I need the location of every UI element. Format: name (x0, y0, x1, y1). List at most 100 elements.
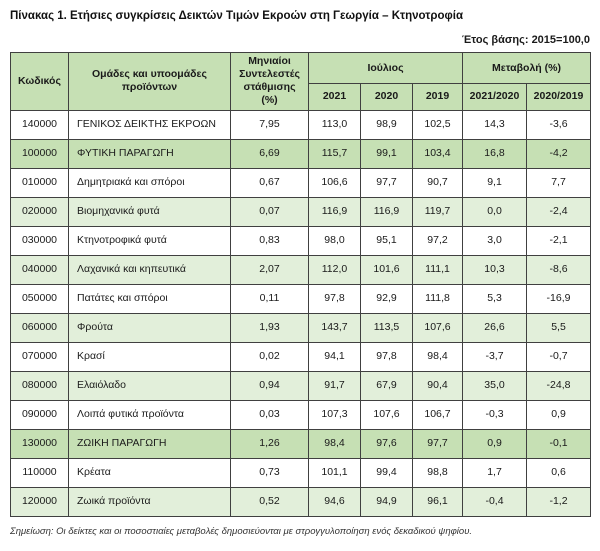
cell-group-name: Ζωικά προϊόντα (68, 486, 231, 517)
cell-index-2021: 98,4 (308, 428, 361, 459)
cell-code: 090000 (10, 399, 69, 430)
table-header: Κωδικός Ομάδες και υποομάδες προϊόντων Μ… (10, 51, 591, 111)
cell-index-2020: 98,9 (360, 109, 413, 140)
cell-index-2020: 107,6 (360, 399, 413, 430)
table-row: 110000 Κρέατα 0,73 101,1 99,4 98,8 1,7 0,6 (10, 457, 591, 488)
table-row: 130000 ΖΩΙΚΗ ΠΑΡΑΓΩΓΗ 1,26 98,4 97,6 97,7 0,9-… (10, 428, 591, 459)
cell-code: 050000 (10, 283, 69, 314)
cell-index-2019: 98,8 (412, 457, 463, 488)
cell-change-2020-2019: 5,5 (526, 312, 591, 343)
cell-index-2020: 97,7 (360, 167, 413, 198)
base-year-label: Έτος βάσης: 2015=100,0 (461, 34, 590, 46)
header-change-2020-2019: 2020/2019 (526, 83, 591, 111)
footnote: Σημείωση: Οι δείκτες και οι ποσοστιαίες … (10, 525, 473, 537)
cell-weight: 6,69 (230, 138, 309, 169)
header-year-2021: 2021 (308, 83, 361, 111)
cell-index-2021: 97,8 (308, 283, 361, 314)
cell-change-2021-2020: 0,9 (462, 428, 527, 459)
header-change-2021-2020: 2021/2020 (462, 83, 527, 111)
table-row: 090000 Λοιπά φυτικά προϊόντα 0,03 107,3 107,… (10, 399, 591, 430)
table-row: 100000 ΦΥΤΙΚΗ ΠΑΡΑΓΩΓΗ 6,69 115,7 99,1 103,4 1… (10, 138, 591, 169)
cell-index-2021: 116,9 (308, 196, 361, 227)
cell-group-name: Βιομηχανικά φυτά (68, 196, 231, 227)
cell-code: 080000 (10, 370, 69, 401)
cell-change-2021-2020: 9,1 (462, 167, 527, 198)
cell-code: 140000 (10, 109, 69, 140)
cell-group-name: Λαχανικά και κηπευτικά (68, 254, 231, 285)
table-row: 140000 ΓΕΝΙΚΟΣ ΔΕΙΚΤΗΣ ΕΚΡΟΩΝ 7,95 113,0 98,… (10, 109, 591, 140)
cell-index-2020: 92,9 (360, 283, 413, 314)
cell-group-name: Δημητριακά και σπόροι (68, 167, 231, 198)
cell-group-name: Κτηνοτροφικά φυτά (68, 225, 231, 256)
cell-code: 020000 (10, 196, 69, 227)
cell-index-2020: 99,1 (360, 138, 413, 169)
cell-index-2020: 97,8 (360, 341, 413, 372)
cell-change-2021-2020: 35,0 (462, 370, 527, 401)
cell-code: 060000 (10, 312, 69, 343)
cell-change-2021-2020: 3,0 (462, 225, 527, 256)
table-row: 050000 Πατάτες και σπόροι 0,11 97,8 92,9 111,… (10, 283, 591, 314)
cell-index-2021: 113,0 (308, 109, 361, 140)
cell-change-2020-2019: -1,2 (526, 486, 591, 517)
cell-index-2020: 95,1 (360, 225, 413, 256)
cell-change-2021-2020: 14,3 (462, 109, 527, 140)
header-july: Ιούλιος (308, 51, 463, 85)
cell-index-2021: 112,0 (308, 254, 361, 285)
header-weights: Μηνιαίοι Συντελεστές στάθμισης (%) (230, 52, 309, 111)
cell-index-2021: 98,0 (308, 225, 361, 256)
cell-change-2020-2019: -16,9 (526, 283, 591, 314)
cell-change-2021-2020: -0,3 (462, 399, 527, 430)
table-row: 080000 Ελαιόλαδο 0,94 91,7 67,9 90,4 35,0 -24,8 (10, 370, 591, 401)
cell-index-2019: 97,2 (412, 225, 463, 256)
cell-index-2019: 96,1 (412, 486, 463, 517)
cell-weight: 0,11 (230, 283, 309, 314)
cell-index-2021: 101,1 (308, 457, 361, 488)
table-row: 020000 Βιομηχανικά φυτά 0,07 116,9 116,9 119,… (10, 196, 591, 227)
cell-change-2021-2020: 1,7 (462, 457, 527, 488)
cell-change-2021-2020: 0,0 (462, 196, 527, 227)
cell-index-2021: 143,7 (308, 312, 361, 343)
header-groups: Ομάδες και υποομάδες προϊόντων (68, 52, 231, 111)
cell-index-2021: 106,6 (308, 167, 361, 198)
cell-code: 110000 (10, 457, 69, 488)
table-row: 010000 Δημητριακά και σπόροι 0,67 106,6 97,7… (10, 167, 591, 198)
cell-index-2019: 106,7 (412, 399, 463, 430)
table-row: 030000 Κτηνοτροφικά φυτά 0,83 98,0 95,1 97,2 3… (10, 225, 591, 256)
table-row: 060000 Φρούτα 1,93 143,7 113,5 107,6 26,6 5,5 (10, 312, 591, 343)
cell-code: 030000 (10, 225, 69, 256)
cell-weight: 2,07 (230, 254, 309, 285)
cell-weight: 0,07 (230, 196, 309, 227)
cell-code: 070000 (10, 341, 69, 372)
header-year-2020: 2020 (360, 83, 413, 111)
cell-change-2021-2020: 5,3 (462, 283, 527, 314)
cell-weight: 0,94 (230, 370, 309, 401)
table-row: 120000 Ζωικά προϊόντα 0,52 94,6 94,9 96,1 -0,4… (10, 486, 591, 517)
cell-change-2020-2019: -4,2 (526, 138, 591, 169)
cell-index-2021: 94,6 (308, 486, 361, 517)
header-code: Κωδικός (10, 52, 69, 111)
cell-weight: 0,02 (230, 341, 309, 372)
cell-change-2021-2020: 26,6 (462, 312, 527, 343)
cell-index-2020: 116,9 (360, 196, 413, 227)
cell-weight: 0,67 (230, 167, 309, 198)
cell-group-name: ΓΕΝΙΚΟΣ ΔΕΙΚΤΗΣ ΕΚΡΟΩΝ (68, 109, 231, 140)
table-row: 070000 Κρασί 0,02 94,1 97,8 98,4 -3,7 -0,7 (10, 341, 591, 372)
cell-index-2019: 98,4 (412, 341, 463, 372)
cell-index-2019: 111,1 (412, 254, 463, 285)
cell-change-2021-2020: 16,8 (462, 138, 527, 169)
cell-code: 040000 (10, 254, 69, 285)
cell-change-2020-2019: -3,6 (526, 109, 591, 140)
header-change: Μεταβολή (%) (462, 51, 591, 85)
cell-change-2020-2019: 7,7 (526, 167, 591, 198)
cell-index-2021: 107,3 (308, 399, 361, 430)
cell-index-2019: 90,4 (412, 370, 463, 401)
cell-weight: 0,73 (230, 457, 309, 488)
cell-index-2020: 99,4 (360, 457, 413, 488)
cell-index-2021: 115,7 (308, 138, 361, 169)
cell-change-2020-2019: 0,9 (526, 399, 591, 430)
table-body: 140000 ΓΕΝΙΚΟΣ ΔΕΙΚΤΗΣ ΕΚΡΟΩΝ 7,95 113,0 98,… (10, 109, 591, 517)
cell-change-2021-2020: -0,4 (462, 486, 527, 517)
cell-change-2020-2019: -0,1 (526, 428, 591, 459)
cell-change-2020-2019: -0,7 (526, 341, 591, 372)
